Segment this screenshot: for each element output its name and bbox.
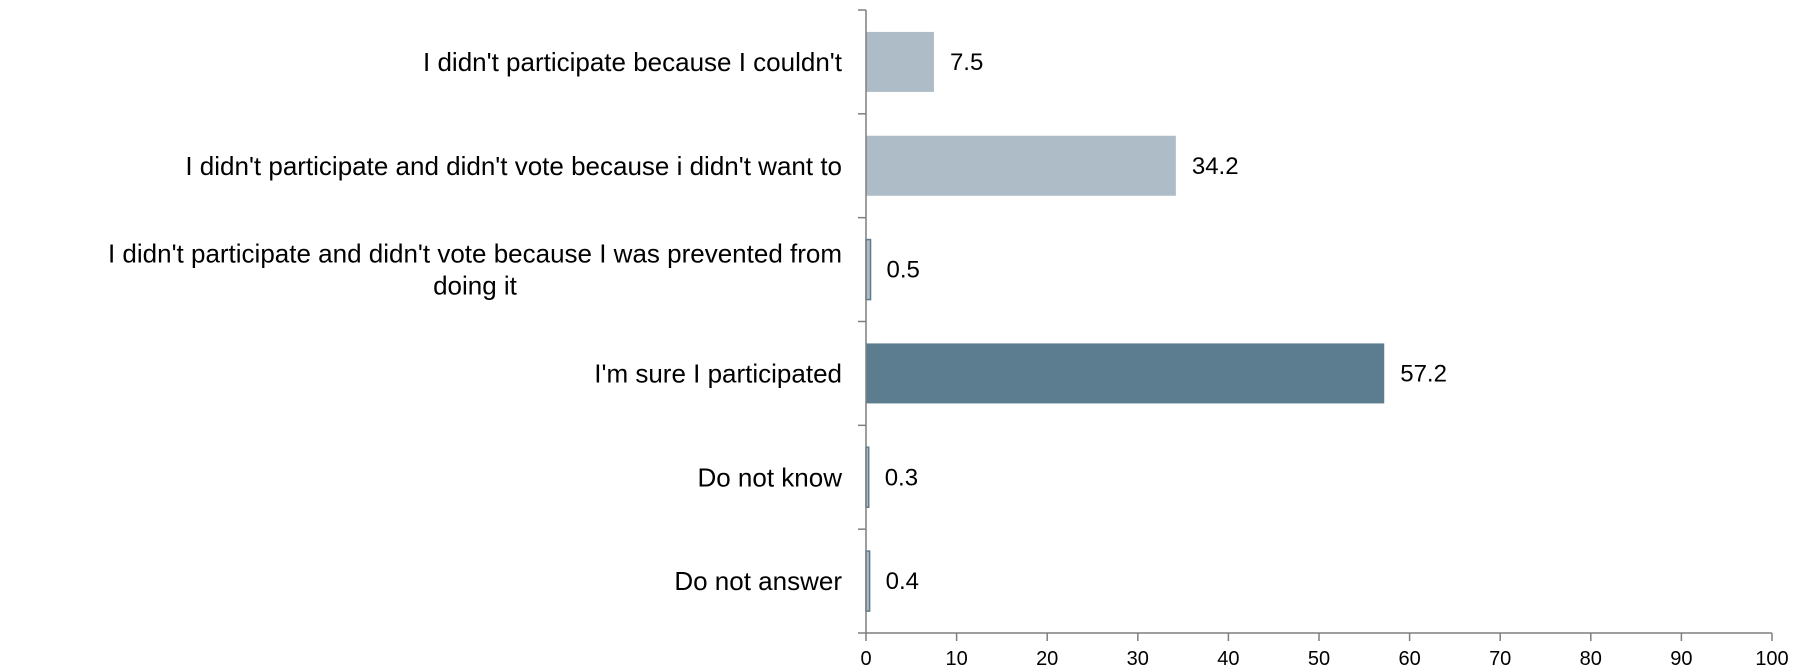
bar-3 xyxy=(866,343,1385,404)
data-label-5: 0.4 xyxy=(886,568,919,595)
x-tick-label-9: 90 xyxy=(1670,648,1692,670)
x-tick-label-1: 10 xyxy=(945,648,967,670)
x-tick-label-5: 50 xyxy=(1308,648,1330,670)
category-label-4-line-0: Do not know xyxy=(697,462,842,492)
category-label-1: I didn't participate and didn't vote bec… xyxy=(185,151,842,181)
axes-layer xyxy=(858,9,1773,641)
bar-0 xyxy=(866,31,934,92)
bar-1 xyxy=(866,135,1176,196)
data-label-0: 7.5 xyxy=(950,49,983,76)
bars-layer xyxy=(865,31,1385,612)
category-label-4: Do not know xyxy=(697,462,842,492)
category-label-3-line-0: I'm sure I participated xyxy=(594,358,842,388)
category-label-2-line-1: doing it xyxy=(433,271,518,301)
x-tick-label-4: 40 xyxy=(1217,648,1239,670)
data-label-4: 0.3 xyxy=(885,464,918,491)
x-tick-label-2: 20 xyxy=(1036,648,1058,670)
data-label-1: 34.2 xyxy=(1192,153,1239,180)
category-label-0-line-0: I didn't participate because I couldn't xyxy=(423,47,843,77)
category-label-0: I didn't participate because I couldn't xyxy=(423,47,843,77)
x-tick-label-3: 30 xyxy=(1127,648,1149,670)
category-label-2-line-0: I didn't participate and didn't vote bec… xyxy=(108,239,842,269)
x-tick-label-10: 100 xyxy=(1755,648,1788,670)
x-tick-label-0: 0 xyxy=(860,648,871,670)
labels-layer: 7.5 I didn't participate because I couldn… xyxy=(108,47,1789,670)
data-label-2: 0.5 xyxy=(887,257,920,284)
category-label-5-line-0: Do not answer xyxy=(674,566,842,596)
category-label-5: Do not answer xyxy=(674,566,842,596)
x-tick-label-7: 70 xyxy=(1489,648,1511,670)
x-tick-label-6: 60 xyxy=(1398,648,1420,670)
category-label-2: I didn't participate and didn't vote bec… xyxy=(108,239,842,301)
category-label-1-line-0: I didn't participate and didn't vote bec… xyxy=(185,151,842,181)
x-tick-label-8: 80 xyxy=(1580,648,1602,670)
data-label-3: 57.2 xyxy=(1400,360,1447,387)
category-label-3: I'm sure I participated xyxy=(594,358,842,388)
